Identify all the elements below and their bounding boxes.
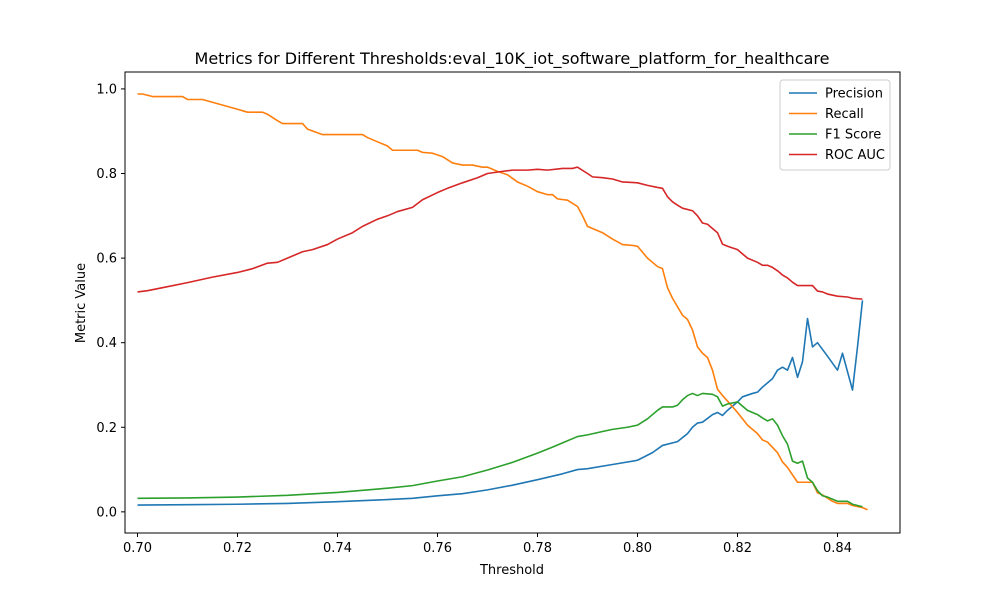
x-tick-label: 0.80 [623,541,652,556]
y-tick-label: 0.8 [96,167,117,182]
x-axis-label: Threshold [479,563,544,578]
x-tick-label: 0.82 [723,541,752,556]
legend-box [779,79,891,171]
x-tick-label: 0.84 [823,541,852,556]
x-axis-ticks: 0.70 0.72 0.74 0.76 0.78 0.80 0.82 0.84 [123,533,852,556]
plot-frame [124,71,901,534]
legend-label-recall: Recall [825,107,864,122]
y-tick-label: 0.4 [96,336,117,351]
series-line-roc-auc [137,166,863,300]
legend-label-f1-score: F1 Score [825,128,881,143]
chart-title: Metrics for Different Thresholds:eval_10… [195,49,830,69]
series-line-f1-score [137,392,863,508]
legend-label-precision: Precision [825,87,883,102]
y-tick-label: 1.0 [96,82,117,97]
series-lines [137,93,868,511]
y-tick-label: 0.0 [96,505,117,520]
legend: Precision Recall F1 Score ROC AUC [779,79,891,171]
legend-label-roc-auc: ROC AUC [825,148,885,163]
y-axis-ticks: 0.0 0.2 0.4 0.6 0.8 1.0 [96,82,125,520]
x-tick-label: 0.70 [123,541,152,556]
plot-area [124,71,901,534]
x-tick-label: 0.72 [223,541,252,556]
x-tick-label: 0.74 [323,541,352,556]
series-line-recall [137,93,868,511]
y-tick-label: 0.2 [96,421,117,436]
y-axis-label: Metric Value [74,263,89,343]
x-tick-label: 0.78 [523,541,552,556]
x-tick-label: 0.76 [423,541,452,556]
series-line-precision [137,300,864,506]
y-tick-label: 0.6 [96,252,117,267]
